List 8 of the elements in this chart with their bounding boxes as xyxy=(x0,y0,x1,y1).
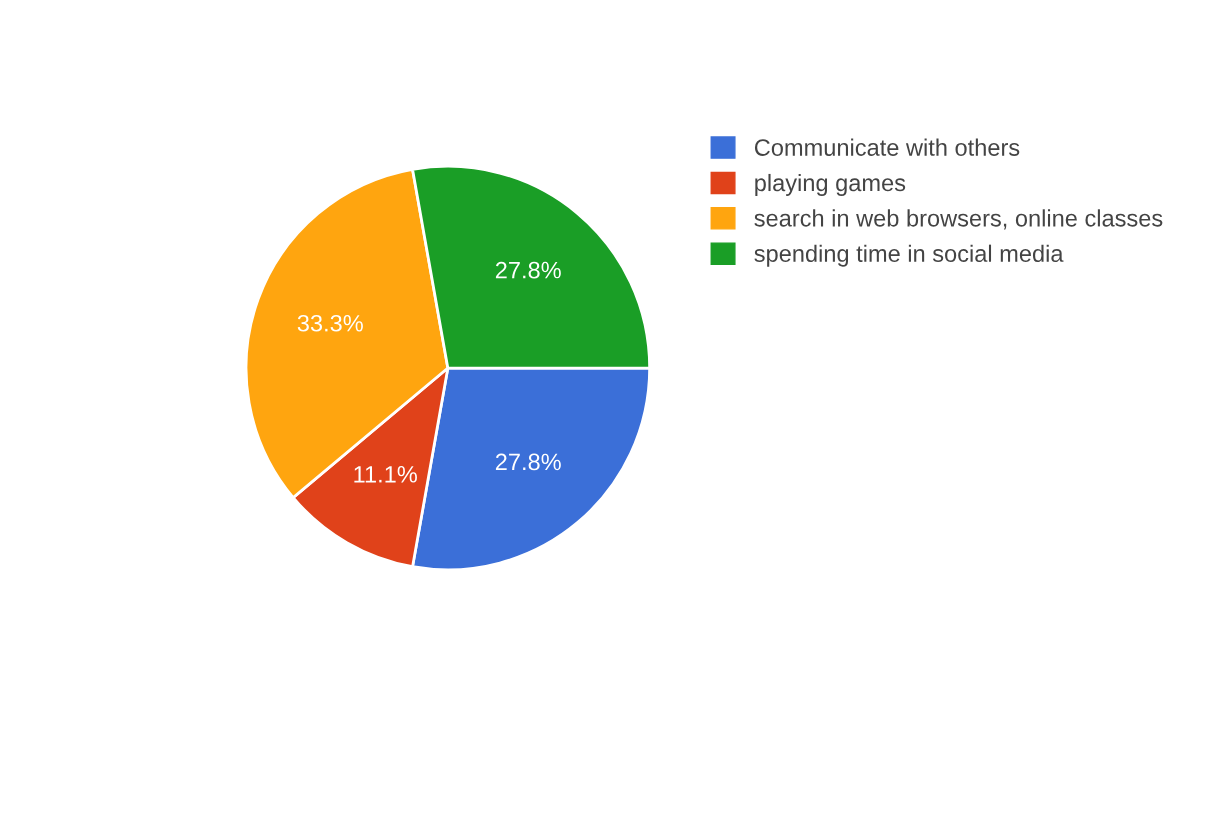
legend-label: playing games xyxy=(755,173,906,196)
legend-label: Communicate with others xyxy=(754,138,1020,156)
legend-label: spending time in social media xyxy=(754,244,1064,267)
legend-label: search in web browsers, online classes xyxy=(754,209,1163,230)
data-label: 33.3% xyxy=(297,314,363,332)
data-label: 11.1% xyxy=(354,466,417,483)
data-label: 27.8% xyxy=(495,453,561,471)
data-label: 27.8% xyxy=(495,261,561,279)
